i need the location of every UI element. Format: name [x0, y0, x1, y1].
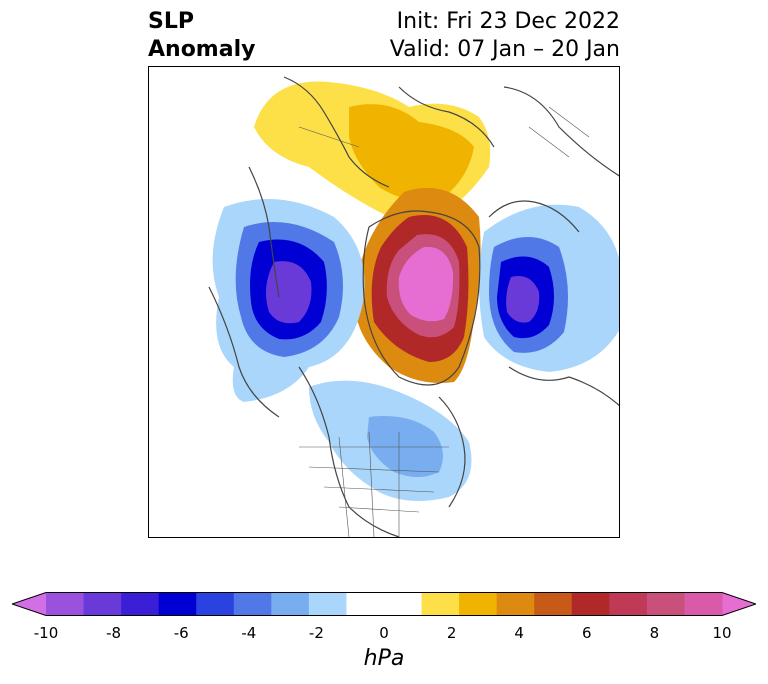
map-panel [148, 66, 620, 538]
colorbar-bin [646, 592, 685, 616]
colorbar-bin [571, 592, 610, 616]
colorbar-bin [534, 592, 573, 616]
colorbar [12, 592, 756, 616]
colorbar-outline [12, 592, 756, 616]
coastlines [208, 76, 619, 537]
anomaly-negative-america-inner [367, 416, 443, 477]
colorbar-bin [271, 592, 310, 616]
colorbar-bin [83, 592, 122, 616]
colorbar-tick-label: -8 [106, 624, 122, 642]
colorbar-bin [609, 592, 648, 616]
colorbar-tick-label: -2 [308, 624, 324, 642]
colorbar-tick-label: -6 [173, 624, 189, 642]
init-date: Init: Fri 23 Dec 2022 [396, 9, 620, 34]
colorbar-tick-label: 0 [379, 624, 389, 642]
colorbar-bin [233, 592, 272, 616]
colorbar-bin [46, 592, 85, 616]
map-canvas [208, 76, 619, 537]
colorbar-tick-label: 4 [514, 624, 524, 642]
colorbar-min-extend [12, 592, 46, 616]
colorbar-bin [459, 592, 498, 616]
colorbar-bin [421, 592, 460, 616]
anomaly-positive-gold [349, 104, 474, 201]
colorbar-tick-label: -4 [241, 624, 257, 642]
anomaly-positive-pink [398, 246, 454, 322]
colorbar-bin [196, 592, 235, 616]
map-title: SLP Anomaly [148, 8, 255, 64]
colorbar-bin [496, 592, 535, 616]
colorbar-tick-label: 2 [446, 624, 457, 642]
colorbar-tick-label: 8 [649, 624, 660, 642]
anomaly-negative-west-center [265, 261, 312, 324]
title-line-1: SLP [148, 9, 194, 34]
colorbar-bin [308, 592, 347, 616]
colorbar-bin [384, 592, 423, 616]
colorbar-tick-label: 6 [582, 624, 592, 642]
anomaly-negative-east-center [506, 276, 540, 323]
colorbar-bin [121, 592, 160, 616]
borders [298, 106, 590, 537]
title-line-2: Anomaly [148, 37, 256, 62]
colorbar-max-extend [722, 592, 756, 616]
valid-range: Valid: 07 Jan – 20 Jan [389, 37, 620, 62]
colorbar-bin [346, 592, 385, 616]
date-info: Init: Fri 23 Dec 2022 Valid: 07 Jan – 20… [390, 8, 620, 64]
colorbar-bin [158, 592, 197, 616]
colorbar-bin [684, 592, 723, 616]
colorbar-tick-label: -10 [33, 624, 59, 642]
colorbar-tick-label: 10 [712, 624, 732, 642]
colorbar-unit-label: hPa [363, 646, 405, 671]
